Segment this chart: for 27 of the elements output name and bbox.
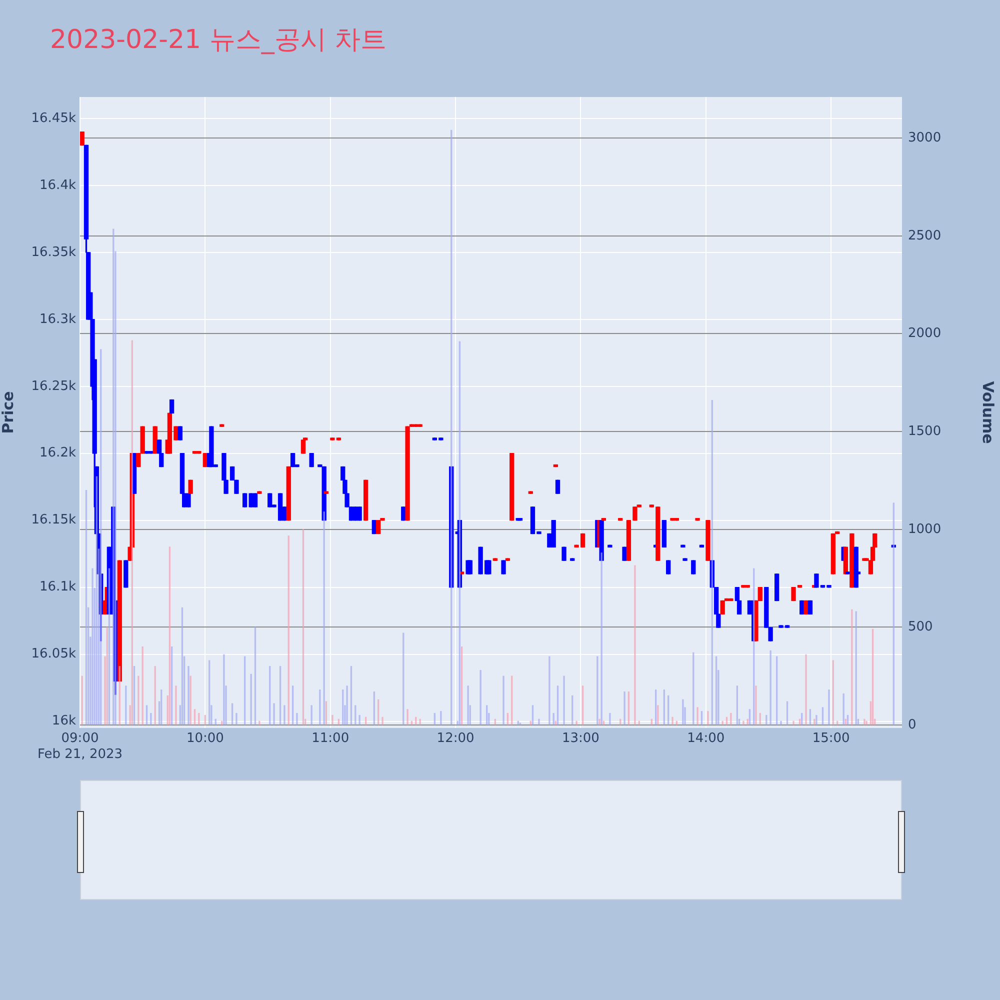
x-tick-label: 13:00 [562, 731, 600, 746]
y-tick-label: 16.25k [31, 378, 76, 394]
x-tick-label: 12:00 [436, 731, 474, 746]
y-tick-label: 16.3k [40, 312, 76, 327]
y-tick-label: 16.1k [40, 580, 76, 595]
y2-tick-label: 1500 [908, 424, 942, 439]
y-tick-label: 16.15k [31, 512, 76, 528]
x-tick-label: 10:00 [186, 731, 224, 746]
chart-title: 2023-02-21 뉴스_공시 차트 [50, 24, 387, 57]
y2-tick-label: 2500 [908, 228, 942, 244]
y2-tick-label: 3000 [908, 130, 942, 146]
y2-tick-label: 0 [908, 717, 916, 732]
y-axis-title: Price [0, 391, 17, 434]
x-tick-label: 15:00 [812, 731, 850, 746]
y-tick-label: 16.2k [40, 446, 76, 461]
y2-axis-title: Volume [979, 381, 998, 444]
y-tick-label: 16.45k [31, 110, 76, 126]
x-tick-label: 11:00 [312, 731, 350, 746]
y2-tick-label: 2000 [908, 326, 942, 342]
y-tick-label: 16.05k [31, 646, 76, 662]
y2-tick-label: 500 [908, 620, 933, 635]
y-tick-label: 16k [52, 714, 76, 729]
y2-tick-label: 1000 [908, 522, 942, 537]
x-tick-label: 09:00 Feb 21, 2023 [37, 731, 123, 762]
y-tick-label: 16.35k [31, 244, 76, 260]
x-tick-label: 14:00 [687, 731, 725, 746]
y-tick-label: 16.4k [40, 178, 76, 193]
